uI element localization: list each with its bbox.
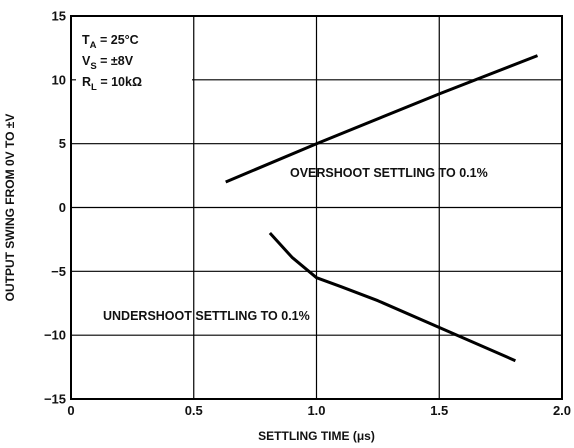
y-tick-label: 5 [59, 136, 66, 151]
condition-line: RL = 10kΩ [82, 75, 142, 93]
x-tick-label: 0 [67, 403, 74, 418]
series-lines [225, 54, 539, 363]
y-tick-label: −5 [51, 264, 66, 279]
x-tick-label: 1.5 [430, 403, 448, 418]
overshoot-label: OVERSHOOT SETTLING TO 0.1% [290, 166, 488, 180]
condition-line: VS = ±8V [82, 54, 134, 72]
y-tick-label: −10 [44, 328, 66, 343]
x-tick-label: 2.0 [553, 403, 571, 418]
y-axis-label: OUTPUT SWING FROM 0V TO ±V [3, 114, 17, 302]
undershoot-line [268, 231, 516, 363]
condition-line: TA = 25°C [82, 33, 139, 51]
x-tick-label: 0.5 [185, 403, 203, 418]
overshoot-line [225, 54, 539, 184]
plot-frame [70, 15, 563, 400]
y-tick-label: 0 [59, 200, 66, 215]
series-labels: OVERSHOOT SETTLING TO 0.1% UNDERSHOOT SET… [103, 166, 488, 323]
y-tick-label: 15 [52, 9, 66, 24]
x-tick-label: 1.0 [307, 403, 325, 418]
y-tick-label: −15 [44, 392, 66, 407]
x-axis-label: SETTLING TIME (μs) [258, 429, 375, 443]
conditions-box [76, 28, 192, 98]
y-tick-labels: 15 10 5 0 −5 −10 −15 [44, 9, 66, 407]
undershoot-label: UNDERSHOOT SETTLING TO 0.1% [103, 309, 310, 323]
x-tick-labels: 0 0.5 1.0 1.5 2.0 [67, 403, 571, 418]
y-tick-label: 10 [52, 72, 66, 87]
test-conditions: TA = 25°C VS = ±8V RL = 10kΩ [82, 33, 142, 93]
